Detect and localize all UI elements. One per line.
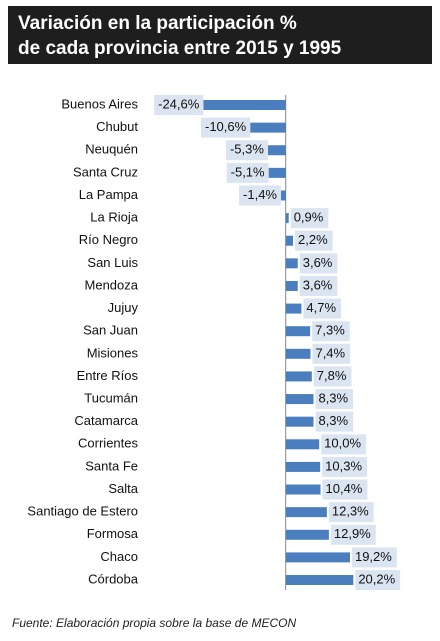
category-label: Corrientes xyxy=(78,436,138,451)
value-label-background xyxy=(351,547,397,568)
category-label: Santa Fe xyxy=(85,458,138,473)
value-label-background xyxy=(201,117,251,138)
value-label: 2,2% xyxy=(298,232,328,247)
value-label-background xyxy=(226,162,269,183)
value-label: 20,2% xyxy=(358,571,395,586)
category-label: Salta xyxy=(108,481,138,496)
value-label: 7,8% xyxy=(317,368,347,383)
value-label: 10,4% xyxy=(326,481,363,496)
category-label: San Juan xyxy=(83,323,138,338)
category-label: Santiago de Estero xyxy=(27,504,138,519)
value-label-background xyxy=(299,275,338,296)
bar xyxy=(285,348,311,359)
category-label: Santa Cruz xyxy=(73,164,138,179)
value-label-background xyxy=(315,411,354,432)
value-label: 3,6% xyxy=(303,255,333,270)
bar xyxy=(268,167,286,178)
bar xyxy=(267,145,286,156)
bar xyxy=(285,371,312,382)
value-label: 10,0% xyxy=(324,436,361,451)
bar xyxy=(285,575,354,586)
bar xyxy=(285,439,320,450)
category-label: Mendoza xyxy=(85,277,139,292)
value-label: 19,2% xyxy=(355,549,392,564)
category-label: Entre Ríos xyxy=(77,368,139,383)
source-note: Fuente: Elaboración propia sobre la base… xyxy=(12,616,296,630)
value-label: 10,3% xyxy=(325,458,362,473)
bar xyxy=(285,303,302,314)
bar xyxy=(285,213,289,224)
category-label: La Pampa xyxy=(79,187,139,202)
value-label: 7,3% xyxy=(315,323,345,338)
bar xyxy=(285,484,321,495)
category-label: Chubut xyxy=(96,119,138,134)
chart-title: de cada provincia entre 2015 y 1995 xyxy=(18,38,342,59)
category-label: Chaco xyxy=(100,549,138,564)
category-label: Córdoba xyxy=(88,571,139,586)
category-label: Formosa xyxy=(87,526,139,541)
bar xyxy=(285,280,298,291)
value-label-background xyxy=(328,502,374,523)
value-label-background xyxy=(295,230,333,251)
value-label: 0,9% xyxy=(294,210,324,225)
chart-title: Variación en la participación % xyxy=(18,13,297,34)
value-label-background xyxy=(321,434,367,455)
value-label: 4,7% xyxy=(306,300,336,315)
value-label-background xyxy=(312,343,351,364)
category-label: Río Negro xyxy=(79,232,138,247)
category-label: Misiones xyxy=(87,345,139,360)
value-label-background xyxy=(303,298,342,319)
bar xyxy=(285,507,327,518)
bar xyxy=(285,235,294,246)
value-label: -5,3% xyxy=(230,142,264,157)
value-label: 8,3% xyxy=(318,413,348,428)
bar xyxy=(250,122,286,133)
title-background xyxy=(8,6,432,64)
category-label: Jujuy xyxy=(108,300,139,315)
bar xyxy=(281,190,286,201)
value-label-background xyxy=(355,570,401,591)
category-label: Tucumán xyxy=(84,390,138,405)
value-label-background xyxy=(154,95,204,115)
value-label-background xyxy=(312,321,350,342)
value-label-background xyxy=(239,185,282,206)
category-label: Neuquén xyxy=(85,142,138,157)
bar xyxy=(285,416,314,427)
value-label-background xyxy=(322,456,368,477)
value-label-background xyxy=(290,208,329,229)
value-label: 7,4% xyxy=(315,345,345,360)
value-label-background xyxy=(225,140,268,161)
value-label: 12,9% xyxy=(334,526,371,541)
bar xyxy=(285,258,298,269)
value-label-background xyxy=(299,253,338,274)
value-label: 12,3% xyxy=(332,504,369,519)
category-label: San Luis xyxy=(87,255,138,270)
value-label: -5,1% xyxy=(231,164,265,179)
value-label-background xyxy=(315,389,354,410)
value-label: 8,3% xyxy=(318,390,348,405)
bar xyxy=(285,529,329,540)
category-label: Catamarca xyxy=(74,413,138,428)
category-label: Buenos Aires xyxy=(61,96,138,111)
category-label: La Rioja xyxy=(90,210,138,225)
value-label: -10,6% xyxy=(205,119,247,134)
bar xyxy=(285,461,321,472)
value-label: -24,6% xyxy=(158,96,200,111)
value-label-background xyxy=(330,524,376,545)
bar xyxy=(285,394,314,405)
value-label: -1,4% xyxy=(243,187,277,202)
bar xyxy=(285,326,311,337)
value-label-background xyxy=(322,479,368,500)
bar xyxy=(285,552,350,563)
bar xyxy=(203,100,286,110)
value-label-background xyxy=(313,366,352,387)
value-label: 3,6% xyxy=(303,277,333,292)
